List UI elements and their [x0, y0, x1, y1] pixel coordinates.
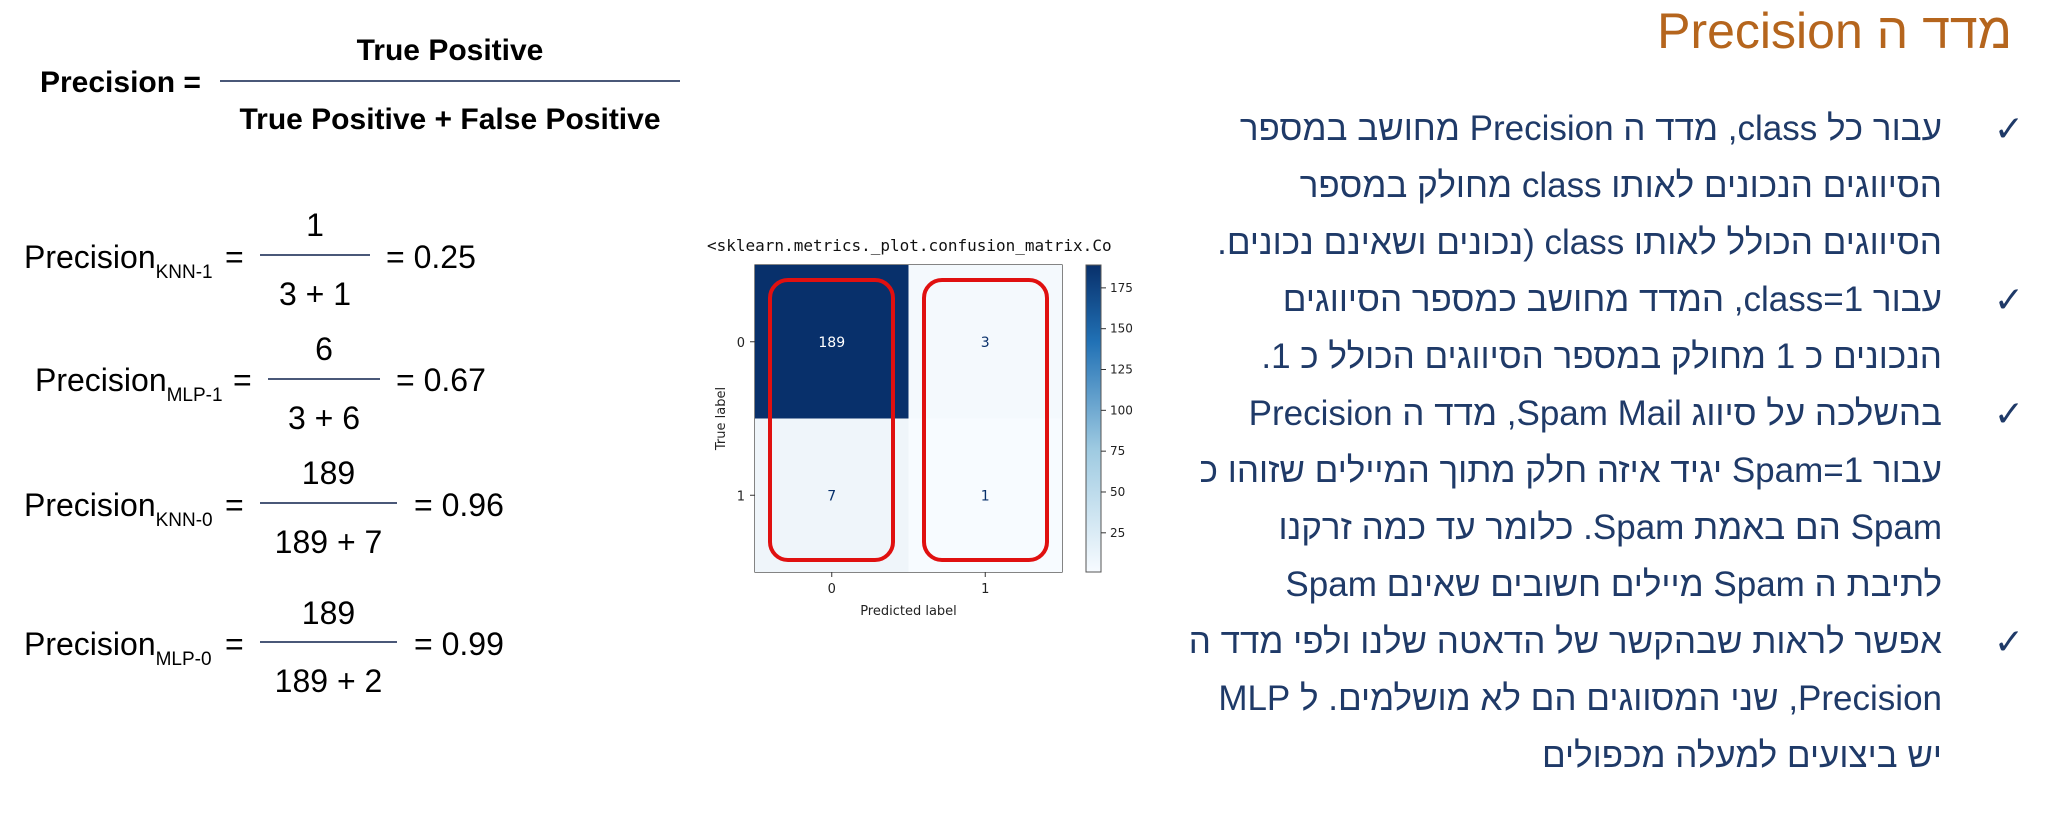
formula-denominator: 189 + 7 [274, 524, 383, 560]
formula-equals: = [233, 362, 252, 398]
bullet-item: ✓ אפשר לראות שבהקשר של הדאטה שלנו ולפי מ… [1172, 613, 2032, 784]
main-formula-denominator: True Positive + False Positive [239, 103, 661, 136]
matrix-cell [908, 418, 1062, 572]
x-axis-label: Predicted label [860, 604, 957, 619]
bullet-line: הסיווגים הכולל לאותו class (נכונים ושאינ… [1217, 223, 1942, 262]
formula-subscript: MLP-0 [155, 649, 212, 670]
formula-result: = 0.67 [396, 362, 486, 398]
bullet-line: אפשר לראות שבהקשר של הדאטה שלנו ולפי מדד… [1188, 622, 1942, 661]
formula-label: PrecisionKNN-0 [24, 487, 213, 532]
x-tick-label: 1 [981, 582, 989, 597]
bullet-line: Precision, שני המסווגים הם לא מושלמים. ל… [1218, 679, 1942, 718]
matrix-cell-label: 3 [981, 335, 990, 351]
code-output-header: <sklearn.metrics._plot.confusion_matrix.… [707, 236, 1112, 255]
bullet-list: ✓ עבור כל class, מדד ה Precision מחושב ב… [1172, 100, 2032, 784]
y-tick-label: 0 [737, 336, 745, 351]
colorbar-tick-label: 125 [1110, 363, 1133, 377]
check-icon: ✓ [1993, 279, 2024, 320]
colorbar-tick-label: 50 [1110, 485, 1125, 499]
slide-title: מדד ה Precision [1657, 3, 2012, 59]
formula-subscript: KNN-0 [155, 510, 213, 531]
formula-base: Precision [24, 487, 156, 523]
formula-label: PrecisionMLP-1 [35, 362, 223, 407]
colorbar-tick-label: 25 [1110, 526, 1125, 540]
matrix-cell [755, 418, 909, 572]
formula-numerator: 1 [306, 207, 324, 243]
formula-denominator: 189 + 2 [274, 663, 383, 699]
colorbar-tick-label: 150 [1110, 322, 1133, 336]
formula-denominator: 3 + 1 [278, 276, 352, 312]
bullet-line: בהשלכה על סיווג Spam Mail, מדד ה Precisi… [1248, 394, 1942, 433]
bullet-item: ✓ עבור כל class, מדד ה Precision מחושב ב… [1172, 100, 2032, 271]
formula-label: PrecisionKNN-1 [24, 239, 213, 284]
formula-fraction-bar [260, 254, 370, 256]
formula-result: = 0.25 [386, 239, 476, 275]
formula-numerator: 6 [315, 331, 333, 367]
formula-fraction-bar [268, 378, 380, 380]
colorbar-tick-label: 100 [1110, 403, 1133, 417]
bullet-line: הסיווגים הנכונים לאותו class מחולק במספר [1299, 166, 1942, 205]
confusion-matrix-chart: 189 3 7 1 0 1 0 1 Predicted label True label 175… [714, 264, 1133, 619]
formula-equals: = [225, 626, 244, 662]
formula-numerator: 189 [301, 455, 356, 491]
main-formula-numerator: True Positive [356, 34, 544, 67]
bullet-item: ✓ בהשלכה על סיווג Spam Mail, מדד ה Preci… [1172, 385, 2032, 613]
formula-subscript: KNN-1 [155, 262, 213, 283]
formula-equals: = [225, 239, 244, 275]
formula-numerator: 189 [301, 595, 356, 631]
formula-result: = 0.99 [414, 626, 504, 662]
formula-result: = 0.96 [414, 487, 504, 523]
matrix-cell [908, 265, 1062, 419]
bullet-line: Spam הם באמת Spam. כלומר עד כמה זרקנו [1278, 508, 1942, 547]
matrix-cell [755, 265, 909, 419]
formula-base: Precision [35, 362, 167, 398]
colorbar-tick-label: 175 [1110, 281, 1133, 295]
formula-base: Precision [24, 626, 156, 662]
formula-base: Precision [24, 239, 156, 275]
main-formula-fraction-bar [220, 80, 680, 82]
check-icon: ✓ [1993, 108, 2024, 149]
y-axis-label: True label [714, 387, 729, 451]
matrix-cell-label: 7 [827, 488, 836, 504]
check-icon: ✓ [1993, 621, 2024, 662]
check-icon: ✓ [1993, 393, 2024, 434]
bullet-item: ✓ עבור class=1, המדד מחושב כמספר הסיווגי… [1172, 271, 2032, 385]
x-tick-label: 0 [828, 582, 836, 597]
bullet-line: הנכונים כ 1 מחולק במספר הסיווגים הכולל כ… [1261, 337, 1942, 376]
bullet-line: עבור Spam=1 יגיד איזה חלק מתוך המיילים ש… [1199, 451, 1942, 490]
matrix-cell-label: 1 [981, 488, 990, 504]
formula-fraction-bar [260, 502, 397, 504]
formula-subscript: MLP-1 [166, 385, 223, 406]
matrix-cell-label: 189 [818, 335, 845, 351]
y-tick-label: 1 [737, 489, 745, 504]
column-highlight [922, 278, 1049, 562]
formula-equals: = [225, 487, 244, 523]
formula-fraction-bar [260, 641, 397, 643]
formula-denominator: 3 + 6 [287, 400, 361, 436]
column-highlight [768, 278, 895, 562]
bullet-line: יש ביצועים למעלה מכפולים [1542, 736, 1942, 775]
bullet-line: עבור class=1, המדד מחושב כמספר הסיווגים [1282, 280, 1942, 319]
colorbar-tick-label: 75 [1110, 444, 1125, 458]
main-formula-lhs: Precision = [40, 66, 201, 99]
bullet-line: לתיבת ה Spam מיילים חשובים שאינם Spam [1285, 565, 1942, 604]
formula-label: PrecisionMLP-0 [24, 626, 212, 671]
colorbar [1085, 264, 1102, 573]
bullet-line: עבור כל class, מדד ה Precision מחושב במס… [1239, 109, 1942, 148]
